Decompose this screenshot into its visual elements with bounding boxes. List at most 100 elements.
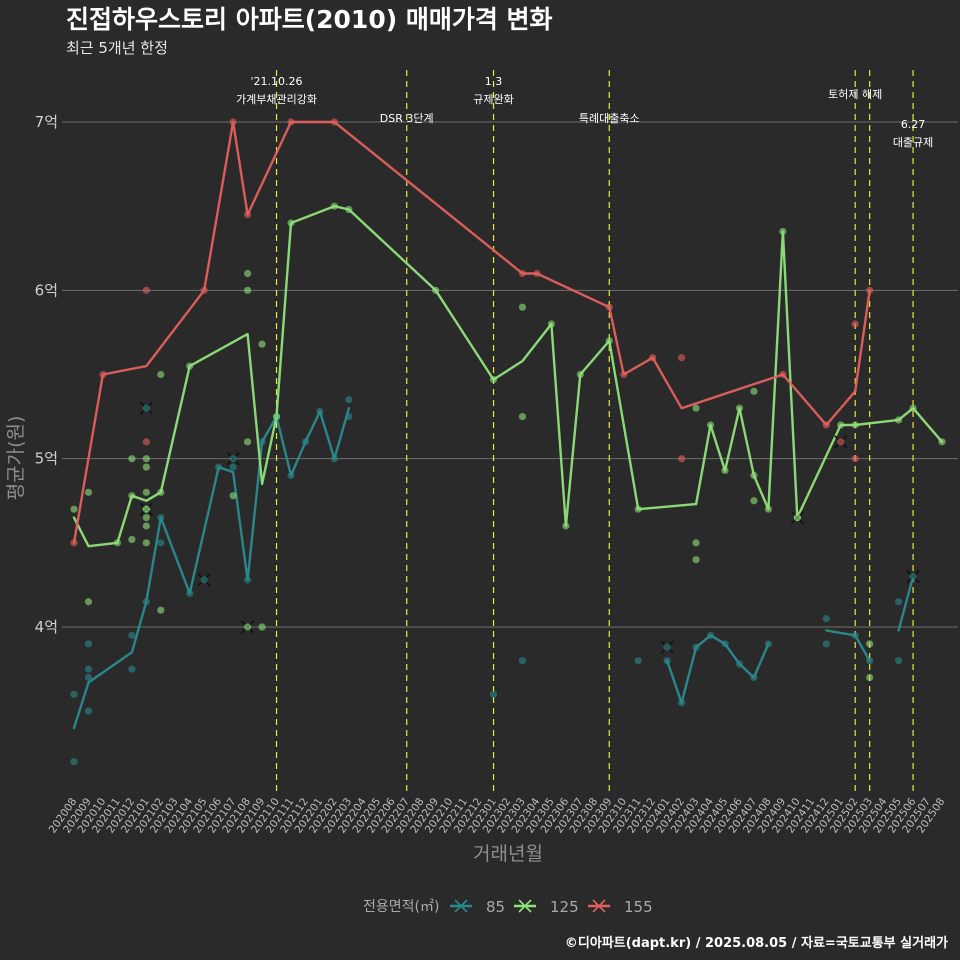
data-point-125 (692, 539, 700, 547)
data-point-85 (84, 707, 93, 715)
data-point-155 (678, 354, 686, 362)
legend-label: 155 (624, 898, 653, 916)
data-point-85 (634, 657, 642, 665)
data-point-125 (142, 455, 150, 463)
legend-label: 125 (550, 898, 579, 916)
event-label: 가계부채관리강화 (236, 93, 317, 106)
data-point-125 (272, 412, 281, 421)
cancel-point (200, 576, 208, 584)
data-point-155 (142, 438, 150, 446)
data-point-125 (735, 404, 744, 412)
data-point-155 (330, 118, 338, 126)
data-point-125 (518, 303, 527, 311)
y-tick-label: 6억 (35, 281, 58, 299)
cancelled-marker-85 (660, 640, 674, 654)
data-point-85 (345, 412, 353, 421)
legend-swatch-cross (592, 899, 606, 913)
legend-item-85: 85 (450, 898, 505, 916)
data-point-125 (113, 539, 121, 547)
data-point-155 (649, 354, 657, 362)
series-line-85 (72, 407, 351, 730)
cancelled-marker-125 (790, 511, 804, 525)
cancelled-marker-85 (906, 569, 920, 584)
data-point-85 (157, 539, 165, 547)
data-point-155 (518, 269, 527, 278)
series-line-85 (897, 575, 915, 632)
legend-swatch-cross (454, 899, 468, 913)
event-label: 6.27 (901, 118, 926, 131)
data-point-155 (533, 269, 541, 278)
event-label: 토허제 해제 (828, 87, 882, 101)
cancelled-marker-125 (241, 620, 255, 634)
data-points (70, 118, 946, 766)
data-point-85 (84, 673, 93, 682)
data-point-85 (186, 589, 194, 597)
data-point-125 (706, 421, 715, 429)
data-point-85 (258, 438, 266, 446)
cancel-point (142, 404, 150, 412)
data-point-125 (634, 505, 642, 513)
data-point-155 (620, 370, 628, 379)
data-point-125 (142, 513, 150, 522)
data-point-85 (229, 463, 237, 471)
data-point-125 (330, 202, 338, 210)
data-point-125 (895, 416, 903, 424)
cancel-point (244, 623, 252, 631)
data-point-125 (128, 535, 136, 544)
data-point-155 (142, 286, 150, 294)
data-point-85 (128, 665, 136, 673)
data-point-125 (764, 505, 773, 513)
data-point-85 (316, 407, 324, 416)
data-point-125 (605, 337, 613, 345)
data-point-155 (70, 539, 78, 547)
legend-label: 85 (486, 898, 505, 916)
cancel-point (229, 455, 237, 463)
data-point-125 (157, 606, 165, 614)
data-point-85 (721, 640, 729, 648)
data-point-155 (779, 370, 787, 379)
data-point-85 (70, 758, 78, 766)
grid-lines (62, 121, 958, 628)
x-axis-title: 거래년월 (473, 843, 543, 865)
event-label: DSR 3단계 (380, 112, 434, 125)
data-point-85 (157, 513, 165, 522)
cancel-point (142, 505, 150, 513)
data-point-125 (750, 471, 758, 480)
data-point-85 (84, 665, 93, 673)
y-tick-label: 5억 (35, 450, 58, 468)
data-point-155 (200, 286, 208, 294)
chart-subtitle: 최근 5개년 한정 (66, 39, 168, 57)
data-point-125 (562, 522, 570, 530)
data-point-125 (157, 370, 165, 379)
data-point-85 (895, 657, 903, 665)
data-point-125 (244, 269, 252, 278)
data-point-85 (706, 631, 715, 640)
event-label: 규제완화 (473, 93, 513, 106)
data-point-85 (330, 455, 338, 463)
data-point-85 (142, 598, 150, 606)
data-point-125 (229, 492, 237, 500)
data-point-85 (301, 438, 310, 446)
chart-title: 진접하우스토리 아파트(2010) 매매가격 변화 (66, 5, 553, 34)
data-point-155 (229, 118, 237, 126)
data-point-85 (84, 640, 93, 648)
y-axis-title: 평균가(원) (5, 416, 27, 501)
data-point-125 (128, 455, 136, 463)
cancel-point (909, 572, 917, 581)
series-line-125 (72, 204, 944, 548)
cancelled-marker-125 (139, 502, 153, 516)
data-point-85 (345, 396, 353, 404)
data-point-85 (678, 699, 686, 707)
data-point-125 (244, 438, 252, 446)
data-point-85 (764, 640, 773, 648)
data-point-85 (692, 643, 700, 651)
chart-caption: ©디아파트(dapt.kr) / 2025.08.05 / 자료=국토교통부 실… (565, 935, 948, 951)
data-point-125 (258, 340, 266, 348)
series-lines (72, 120, 944, 730)
event-label: 1.3 (485, 75, 503, 88)
data-point-125 (157, 488, 165, 496)
data-point-155 (851, 455, 859, 463)
data-point-125 (244, 286, 252, 294)
data-point-85 (866, 657, 874, 665)
